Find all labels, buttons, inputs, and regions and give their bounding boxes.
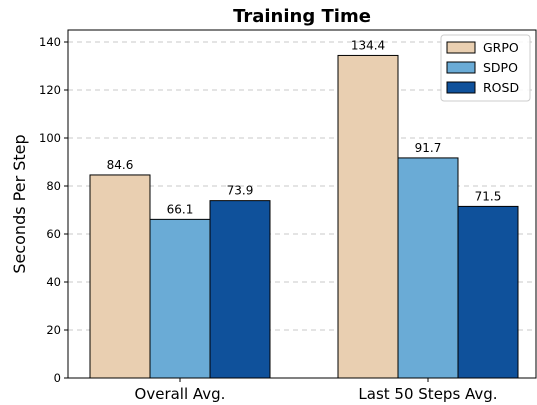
plot-frame bbox=[67, 29, 537, 379]
bar-grpo-1 bbox=[89, 174, 151, 379]
data-label: 73.9 bbox=[227, 184, 254, 198]
data-labels: 84.6 66.1 73.9 134.4 91.7 71.5 bbox=[107, 38, 502, 216]
y-axis-ticks: 0 20 40 60 80 100 120 140 bbox=[39, 35, 68, 385]
legend-label-sdpo: SDPO bbox=[483, 60, 518, 75]
y-tick-label: 60 bbox=[46, 227, 61, 241]
data-label: 71.5 bbox=[475, 189, 502, 203]
y-tick-label: 120 bbox=[39, 83, 61, 97]
x-tick-label: Last 50 Steps Avg. bbox=[358, 385, 497, 403]
legend: GRPO SDPO ROSD bbox=[440, 34, 531, 102]
y-tick-label: 40 bbox=[46, 275, 61, 289]
y-tick-label: 0 bbox=[54, 371, 61, 385]
y-tick-label: 140 bbox=[39, 35, 61, 49]
data-label: 134.4 bbox=[351, 38, 385, 52]
y-axis-title: Seconds Per Step bbox=[10, 134, 29, 273]
y-tick-label: 80 bbox=[46, 179, 61, 193]
bar-rosd-1 bbox=[209, 200, 271, 379]
legend-label-rosd: ROSD bbox=[483, 80, 519, 95]
x-axis-ticks: Overall Avg. Last 50 Steps Avg. bbox=[135, 378, 498, 403]
bar-rosd-2 bbox=[457, 205, 519, 379]
legend-label-grpo: GRPO bbox=[483, 40, 519, 55]
chart-title: Training Time bbox=[233, 6, 371, 27]
legend-swatch-grpo bbox=[446, 41, 476, 54]
data-label: 84.6 bbox=[107, 158, 134, 172]
bar-sdpo-2 bbox=[397, 157, 459, 379]
data-label: 91.7 bbox=[415, 141, 442, 155]
legend-swatch-rosd bbox=[446, 81, 476, 94]
y-tick-label: 20 bbox=[46, 323, 61, 337]
legend-swatch-sdpo bbox=[446, 61, 476, 74]
bars bbox=[89, 54, 519, 379]
data-label: 66.1 bbox=[167, 202, 194, 216]
bar-sdpo-1 bbox=[149, 218, 211, 379]
y-tick-label: 100 bbox=[39, 131, 61, 145]
x-tick-label: Overall Avg. bbox=[135, 385, 226, 403]
bar-grpo-2 bbox=[337, 54, 399, 379]
